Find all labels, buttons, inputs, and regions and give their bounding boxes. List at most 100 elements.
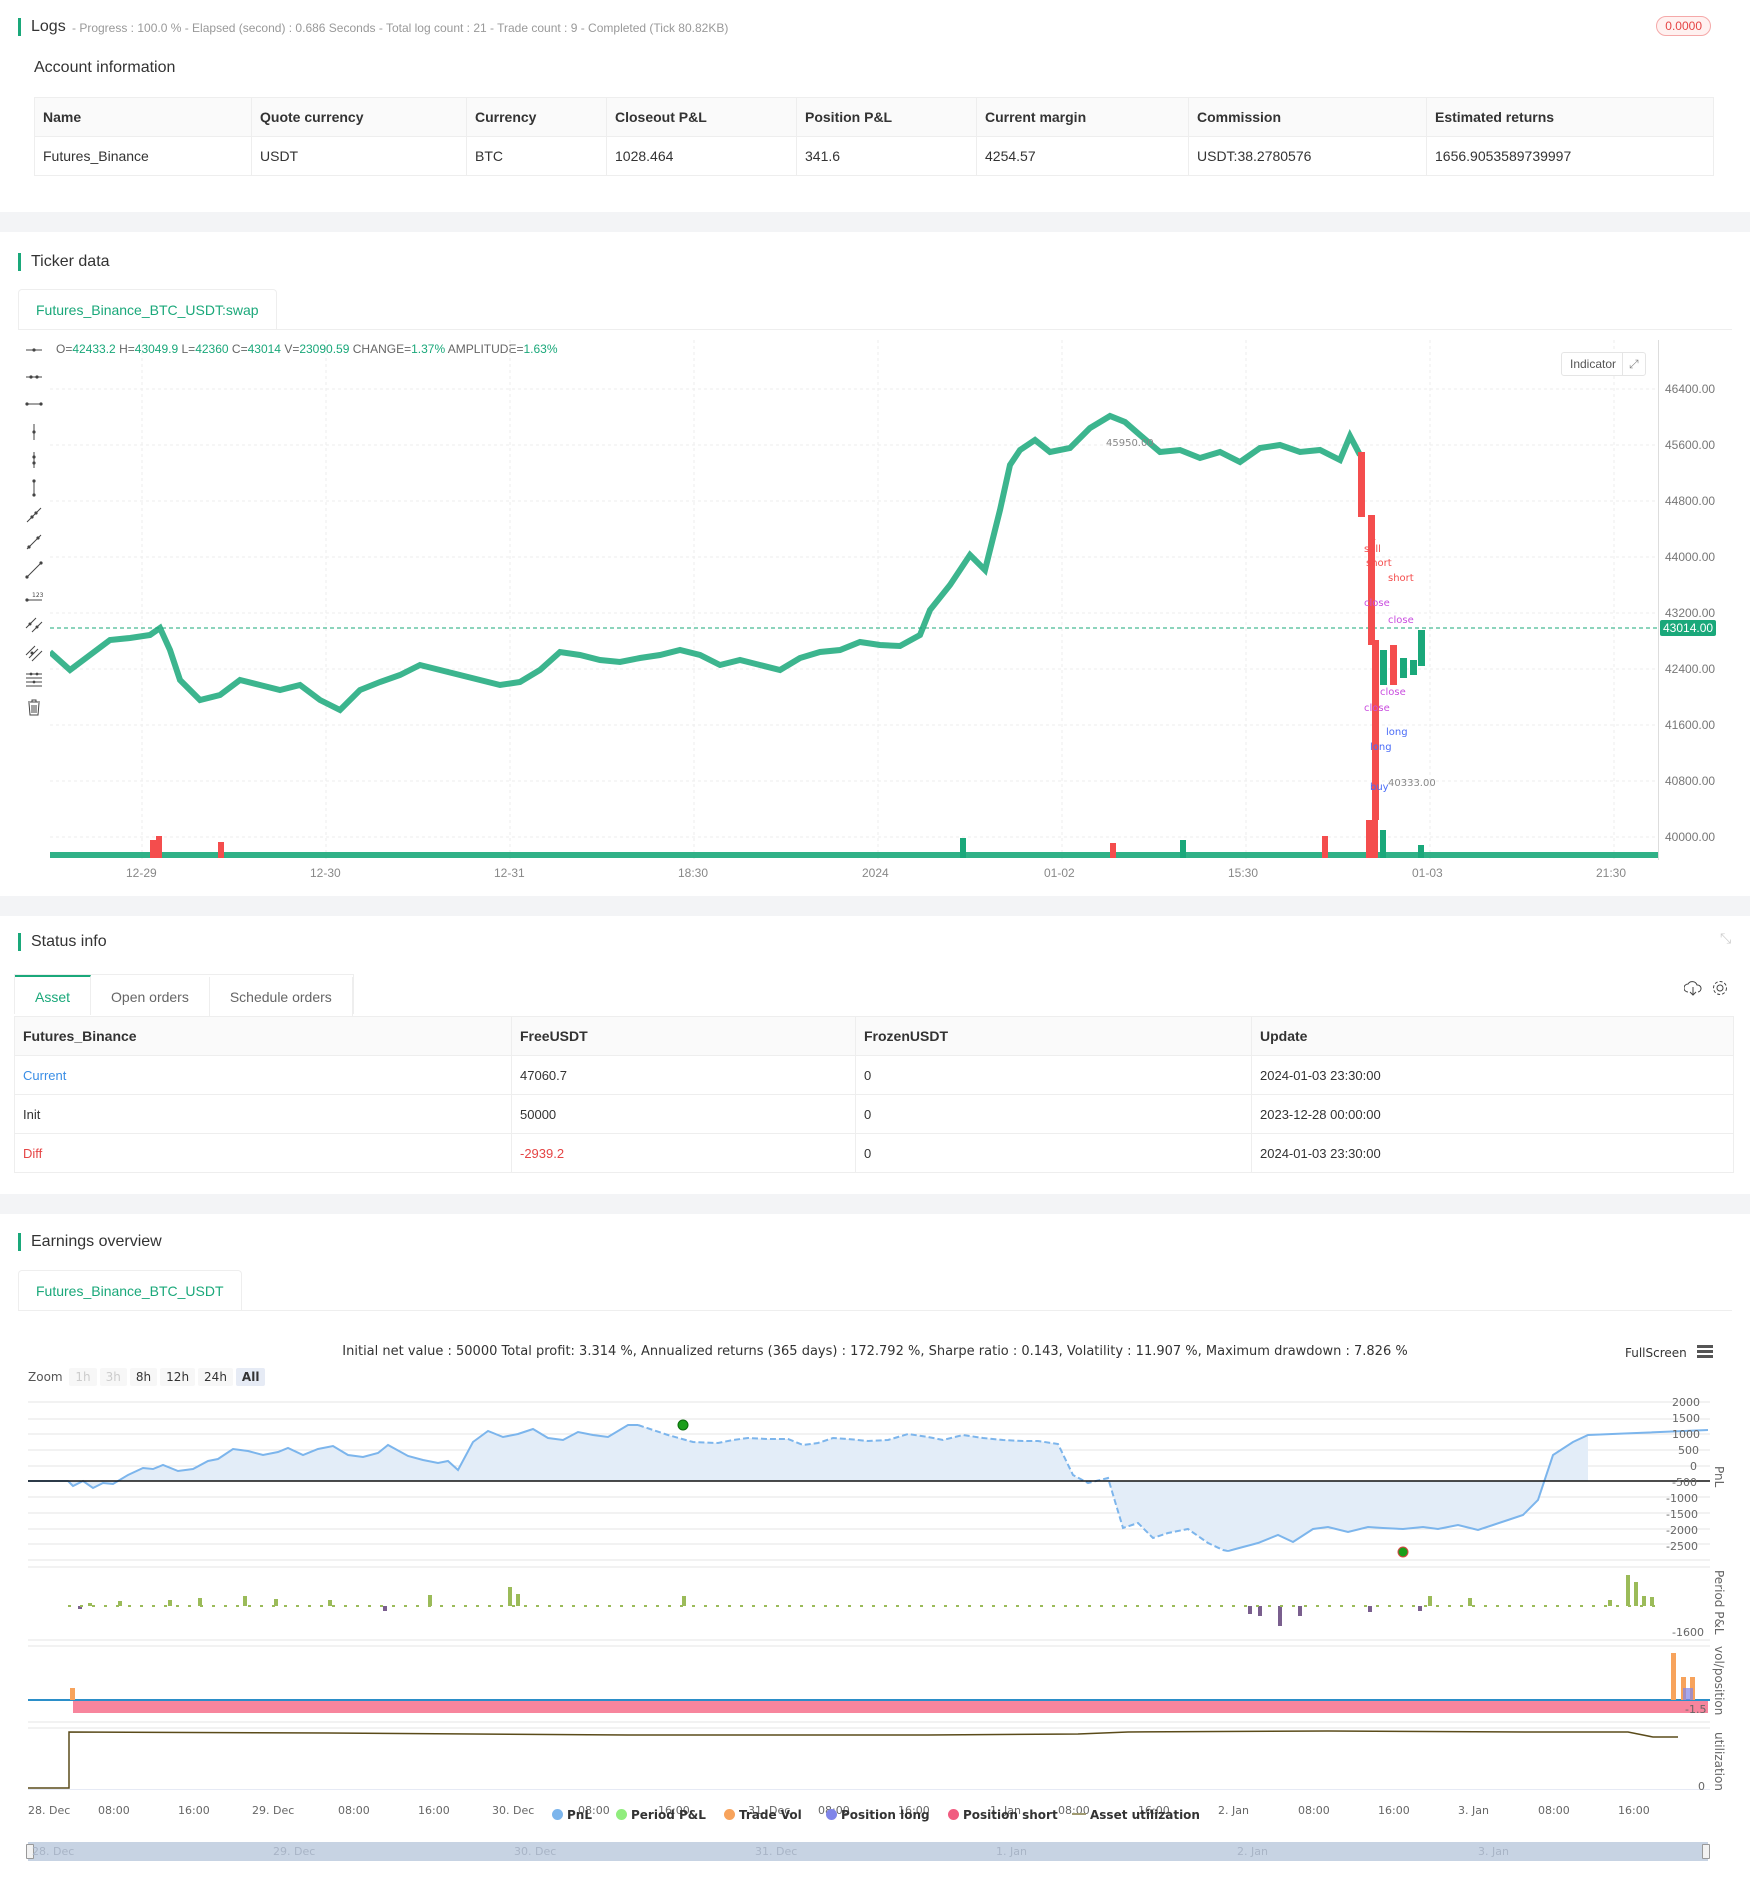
pnl-tick: -2500 xyxy=(1666,1540,1698,1553)
col-header: Current margin xyxy=(976,97,1189,137)
ticker-tabbar: Futures_Binance_BTC_USDT:swap xyxy=(18,289,277,329)
status-badge: 0.0000 xyxy=(1656,16,1711,36)
trash-icon[interactable] xyxy=(24,697,44,717)
navigator-label: 31. Dec xyxy=(755,1845,798,1858)
svg-text:sell: sell xyxy=(1364,544,1381,555)
low-value: 42360 xyxy=(195,342,229,356)
cell: -2939.2 xyxy=(511,1133,856,1173)
fullscreen-button[interactable]: FullScreen xyxy=(1625,1346,1687,1360)
legend-dot-icon xyxy=(616,1809,627,1820)
legend-period-pnl[interactable]: Period P&L xyxy=(616,1808,706,1822)
time-tick: 2024 xyxy=(862,866,889,880)
col-header: Position P&L xyxy=(796,97,977,137)
cell: 50000 xyxy=(511,1094,856,1134)
ray-tool-icon[interactable] xyxy=(24,505,44,525)
vertical-ray-tool-icon[interactable] xyxy=(24,422,44,442)
legend-position-short[interactable]: Position short xyxy=(948,1808,1058,1822)
zoom-12h-button[interactable]: 12h xyxy=(160,1368,196,1386)
pnl-axis-title: PnL xyxy=(1712,1466,1726,1488)
zoom-8h-button[interactable]: 8h xyxy=(129,1368,158,1386)
legend-label: Trade Vol xyxy=(739,1808,802,1822)
time-tick: 28. Dec xyxy=(28,1804,71,1817)
collapse-icon[interactable]: ⤡ xyxy=(1720,930,1732,946)
price-channel-tool-icon[interactable] xyxy=(24,642,44,662)
status-title: Status info xyxy=(18,933,107,951)
pnl-tick: -500 xyxy=(1672,1476,1697,1489)
indicator-button[interactable]: Indicator ⤢ xyxy=(1561,352,1646,376)
horizontal-ray-tool-icon[interactable] xyxy=(24,340,44,360)
navigator-label: 1. Jan xyxy=(996,1845,1027,1858)
status-panel: Status info ⤡ Asset Open orders Schedule o… xyxy=(0,916,1750,1194)
time-tick: 15:30 xyxy=(1228,866,1259,880)
high-value: 43049.9 xyxy=(134,342,179,356)
svg-text:close: close xyxy=(1364,598,1390,609)
parallel-lines-tool-icon[interactable] xyxy=(24,614,44,634)
vol-position-axis-title: vol/position xyxy=(1712,1646,1726,1716)
expand-icon[interactable]: ⤢ xyxy=(1622,353,1645,375)
navigator-label: 29. Dec xyxy=(273,1845,316,1858)
logs-title: Logs xyxy=(18,18,66,36)
cloud-download-icon[interactable] xyxy=(1683,980,1702,1001)
price-tick: 43200.00 xyxy=(1665,606,1716,620)
tab-divider xyxy=(18,329,1732,330)
tab-asset[interactable]: Asset xyxy=(15,975,92,1015)
legend-pnl[interactable]: PnL xyxy=(552,1808,592,1822)
time-tick: 21:30 xyxy=(1596,866,1627,880)
legend-trade-vol[interactable]: Trade Vol xyxy=(724,1808,802,1822)
open-value: 42433.2 xyxy=(72,342,116,356)
legend-dot-icon xyxy=(826,1809,837,1820)
pnl-tick: -1000 xyxy=(1666,1492,1698,1505)
price-label-tool-icon[interactable]: 123 xyxy=(24,587,44,607)
segment-tool-icon[interactable] xyxy=(24,532,44,552)
navigator-left-handle[interactable] xyxy=(26,1844,34,1859)
cell: USDT xyxy=(251,136,467,176)
cell: 0 xyxy=(855,1094,1252,1134)
time-tick: 1. Jan xyxy=(990,1804,1021,1817)
col-header: Commission xyxy=(1188,97,1427,137)
cell: 2024-01-03 23:30:00 xyxy=(1251,1055,1734,1095)
hamburger-menu-icon[interactable] xyxy=(1697,1345,1713,1359)
straight-line-tool-icon[interactable] xyxy=(24,560,44,580)
zoom-all-button[interactable]: All xyxy=(235,1368,266,1386)
amplitude-value: 1.63% xyxy=(523,342,558,356)
low-marker: 40333.00 xyxy=(1388,778,1436,789)
period-pnl-axis-title: Period P&L xyxy=(1712,1570,1726,1635)
col-header: Name xyxy=(34,97,252,137)
legend-position-long[interactable]: Position long xyxy=(826,1808,930,1822)
legend-label: Position long xyxy=(841,1808,930,1822)
time-tick: 01-02 xyxy=(1044,866,1075,880)
tab-ticker-symbol[interactable]: Futures_Binance_BTC_USDT:swap xyxy=(18,289,277,329)
navigator-label: 3. Jan xyxy=(1478,1845,1509,1858)
vertical-segment-tool-icon[interactable] xyxy=(24,450,44,470)
horizontal-line-tool-icon[interactable] xyxy=(24,394,44,414)
earnings-charts[interactable] xyxy=(28,1400,1710,1790)
fibonacci-tool-icon[interactable] xyxy=(24,669,44,689)
cell: 4254.57 xyxy=(976,136,1189,176)
time-tick: 30. Dec xyxy=(492,1804,535,1817)
tab-schedule-orders[interactable]: Schedule orders xyxy=(210,977,353,1017)
vertical-line-tool-icon[interactable] xyxy=(24,478,44,498)
tab-open-orders[interactable]: Open orders xyxy=(91,977,210,1017)
zoom-label: Zoom xyxy=(28,1370,63,1384)
horizontal-segment-tool-icon[interactable] xyxy=(24,367,44,387)
settings-gear-icon[interactable] xyxy=(1711,979,1729,1002)
cell: 1028.464 xyxy=(606,136,797,176)
row-label-current[interactable]: Current xyxy=(14,1055,512,1095)
zoom-1h-button[interactable]: 1h xyxy=(69,1368,97,1386)
time-navigator[interactable]: 28. Dec 29. Dec 30. Dec 31. Dec 1. Jan 2… xyxy=(26,1842,1710,1861)
pnl-tick: 500 xyxy=(1678,1444,1699,1457)
candlestick-chart[interactable]: 123 O=42433.2 H=43049.9 L=42360 C=43014 … xyxy=(18,340,1732,896)
earnings-summary: Initial net value : 50000 Total profit: … xyxy=(342,1344,1408,1359)
logs-meta: - Progress : 100.0 % - Elapsed (second) … xyxy=(72,21,729,35)
navigator-right-handle[interactable] xyxy=(1702,1844,1710,1859)
zoom-24h-button[interactable]: 24h xyxy=(198,1368,233,1386)
time-tick: 08:00 xyxy=(1538,1804,1570,1817)
account-table: Name Quote currency Currency Closeout P&… xyxy=(34,97,1714,176)
legend-asset-utilization[interactable]: Asset utilization xyxy=(1072,1808,1200,1822)
svg-text:long: long xyxy=(1386,727,1408,738)
time-tick: 16:00 xyxy=(418,1804,450,1817)
zoom-3h-button[interactable]: 3h xyxy=(99,1368,127,1386)
earnings-title: Earnings overview xyxy=(18,1233,162,1251)
tab-earnings-symbol[interactable]: Futures_Binance_BTC_USDT xyxy=(18,1270,242,1310)
asset-table: Futures_Binance FreeUSDT FrozenUSDT Upda… xyxy=(14,1016,1734,1173)
